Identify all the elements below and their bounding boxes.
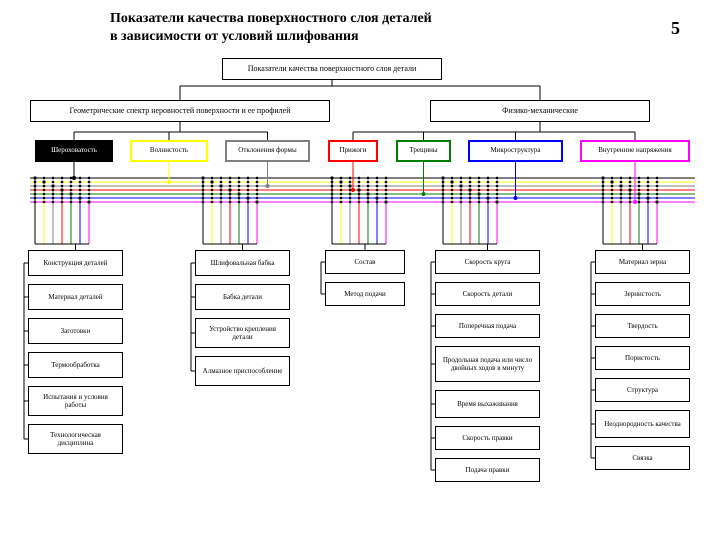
leaf-4-3: Пористость	[595, 346, 690, 370]
leaf-3-3: Продольная подача или число двойных ходо…	[435, 346, 540, 382]
title-line-2: в зависимости от условий шлифования	[110, 29, 359, 44]
leaf-0-3: Термообработка	[28, 352, 123, 378]
leaf-0-4: Испытания и условия работы	[28, 386, 123, 416]
page-number: 5	[671, 18, 680, 39]
category-stress: Внутренние напряжения	[580, 140, 690, 162]
leaf-0-2: Заготовки	[28, 318, 123, 344]
category-micro: Микроструктура	[468, 140, 563, 162]
leaf-4-0: Материал зерна	[595, 250, 690, 274]
category-burn: Прижоги	[328, 140, 378, 162]
leaf-3-0: Скорость круга	[435, 250, 540, 274]
leaf-0-5: Технологическая дисциплина	[28, 424, 123, 454]
root-box: Показатели качества поверхностного слоя …	[222, 58, 442, 80]
category-wavy: Волнистость	[130, 140, 208, 162]
leaf-4-1: Зернистость	[595, 282, 690, 306]
leaf-2-0: Состав	[325, 250, 405, 274]
leaf-4-4: Структура	[595, 378, 690, 402]
leaf-1-0: Шлифовальная бабка	[195, 250, 290, 276]
category-crack: Трещины	[396, 140, 451, 162]
title-line-1: Показатели качества поверхностного слоя …	[110, 11, 432, 26]
leaf-3-1: Скорость детали	[435, 282, 540, 306]
leaf-0-0: Конструкция деталей	[28, 250, 123, 276]
category-form: Отклонения формы	[225, 140, 310, 162]
leaf-3-4: Время выхаживания	[435, 390, 540, 418]
category-rough: Шероховатость	[35, 140, 113, 162]
leaf-3-6: Подача правки	[435, 458, 540, 482]
level2-geom: Геометрические спектр неровностей поверх…	[30, 100, 330, 122]
leaf-3-2: Поперечная подача	[435, 314, 540, 338]
leaf-4-5: Неоднородность качества	[595, 410, 690, 438]
leaf-2-1: Метод подачи	[325, 282, 405, 306]
page-title: Показатели качества поверхностного слоя …	[110, 10, 432, 46]
leaf-0-1: Материал деталей	[28, 284, 123, 310]
leaf-4-2: Твердость	[595, 314, 690, 338]
level2-phys: Физико-механические	[430, 100, 650, 122]
leaf-1-2: Устройство крепления детали	[195, 318, 290, 348]
leaf-1-1: Бабка детали	[195, 284, 290, 310]
leaf-1-3: Алмазное приспособление	[195, 356, 290, 386]
leaf-3-5: Скорость правки	[435, 426, 540, 450]
leaf-4-6: Связка	[595, 446, 690, 470]
